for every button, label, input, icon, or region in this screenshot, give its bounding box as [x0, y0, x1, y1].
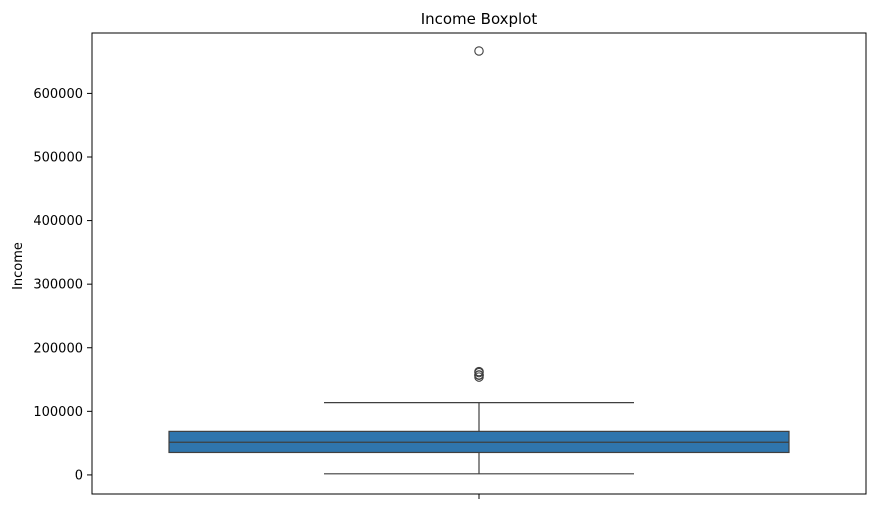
outlier-point: [474, 370, 484, 380]
chart-title: Income Boxplot: [421, 10, 538, 28]
y-axis-label: Income: [11, 242, 26, 290]
y-axis-ticks: 0 100000 200000 300000 400000 500000 600000: [33, 87, 92, 483]
y-tick-label: 200000: [33, 341, 83, 356]
y-tick-label: 600000: [33, 87, 83, 102]
y-tick-label: 300000: [33, 278, 83, 293]
outlier-point: [474, 366, 484, 377]
y-tick-label: 400000: [33, 214, 83, 229]
y-tick-label: 100000: [33, 405, 83, 420]
outlier-point: [474, 46, 484, 56]
plot-frame: [91, 32, 867, 495]
y-tick-label: 500000: [33, 150, 83, 165]
y-tick-label: 0: [75, 468, 83, 483]
plot-area: [168, 46, 790, 475]
